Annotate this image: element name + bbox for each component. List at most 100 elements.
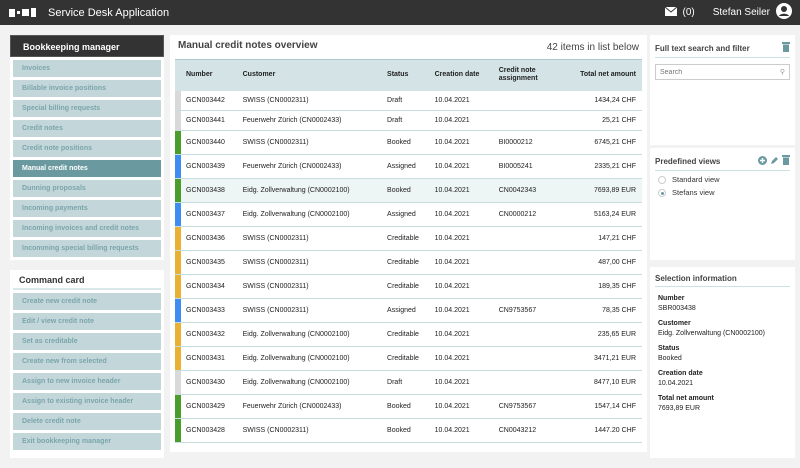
table-cell: Eidg. Zollverwaltung (CN0002100): [237, 370, 383, 395]
table-cell: BI0005241: [493, 154, 556, 179]
table-cell: 10.04.2021: [429, 274, 494, 299]
table-cell: 1547,14 CHF: [555, 394, 642, 419]
column-header[interactable]: Creation date: [429, 59, 494, 91]
table-cell: 10.04.2021: [429, 370, 494, 395]
nav-item[interactable]: Incoming payments: [13, 200, 161, 217]
table-row[interactable]: GCN003441 Feuerwehr Zürich (CN0002433) Dra…: [175, 110, 642, 131]
table-cell: 10.04.2021: [429, 346, 494, 371]
table-row[interactable]: GCN003429 Feuerwehr Zürich (CN0002433) Boo…: [175, 394, 642, 419]
table-row[interactable]: GCN003435 SWISS (CN0002311) Creditable 10.0…: [175, 250, 642, 275]
table-cell: GCN003440: [181, 130, 238, 155]
table-row[interactable]: GCN003436 SWISS (CN0002311) Creditable 10.0…: [175, 226, 642, 251]
views-title: Predefined views: [655, 156, 721, 166]
table-row[interactable]: GCN003438 Eidg. Zollverwaltung (CN0002100…: [175, 178, 642, 203]
command-button[interactable]: Set as creditable: [13, 333, 161, 350]
view-option[interactable]: Standard view: [658, 175, 795, 184]
table-row[interactable]: GCN003440 SWISS (CN0002311) Booked 10.04.20…: [175, 130, 642, 155]
table-cell: Eidg. Zollverwaltung (CN0002100): [237, 346, 383, 371]
column-header[interactable]: Customer: [237, 59, 383, 91]
search-field[interactable]: ⚲: [655, 64, 790, 80]
table-cell: 78,35 CHF: [555, 298, 642, 323]
column-header[interactable]: Number: [181, 59, 238, 91]
table-cell: 487,00 CHF: [555, 250, 642, 275]
table-cell: 6745,21 CHF: [555, 130, 642, 155]
table-cell: Draft: [382, 370, 430, 395]
table-row[interactable]: GCN003430 Eidg. Zollverwaltung (CN0002100…: [175, 370, 642, 395]
user-name[interactable]: Stefan Seiler: [712, 7, 770, 18]
nav-item[interactable]: Incoming invoices and credit notes: [13, 220, 161, 237]
trash-icon[interactable]: [782, 155, 790, 167]
table-cell: CN9753567: [493, 298, 556, 323]
table-cell: 1434,24 CHF: [555, 90, 642, 111]
mail-icon[interactable]: [664, 6, 677, 19]
table-cell: BI0000212: [493, 130, 556, 155]
command-button[interactable]: Exit bookkeeping manager: [13, 433, 161, 450]
nav-item[interactable]: Credit note positions: [13, 140, 161, 157]
command-card: Command card Create new credit note Edit …: [10, 270, 164, 458]
table-cell: Assigned: [382, 298, 430, 323]
user-avatar-icon[interactable]: [776, 3, 792, 22]
mail-count[interactable]: (0): [682, 7, 695, 18]
command-button[interactable]: Assign to existing invoice header: [13, 393, 161, 410]
radio-button[interactable]: [658, 188, 666, 197]
column-header[interactable]: Status: [382, 59, 430, 91]
info-value: 7693,89 EUR: [658, 405, 701, 412]
table-cell: Draft: [382, 90, 430, 111]
table-cell: GCN003441: [181, 110, 238, 131]
radio-button[interactable]: [658, 175, 666, 184]
table-cell: 7693,89 EUR: [555, 178, 642, 203]
table-cell: [493, 370, 556, 395]
column-header[interactable]: Total net amount: [555, 59, 642, 91]
table-cell: GCN003433: [181, 298, 238, 323]
status-color-bar: [175, 250, 181, 275]
table-cell: SWISS (CN0002311): [237, 274, 383, 299]
table-cell: Booked: [382, 418, 430, 443]
trash-icon[interactable]: [782, 42, 790, 54]
table-row[interactable]: GCN003439 Feuerwehr Zürich (CN0002433) Ass…: [175, 154, 642, 179]
edit-icon[interactable]: [770, 156, 779, 167]
table-row[interactable]: GCN003432 Eidg. Zollverwaltung (CN0002100…: [175, 322, 642, 347]
table-row[interactable]: GCN003442 SWISS (CN0002311) Draft 10.04.202…: [175, 90, 642, 111]
page-title: Manual credit notes overview: [178, 40, 318, 51]
nav-item[interactable]: Dunning proposals: [13, 180, 161, 197]
status-color-bar: [175, 90, 181, 111]
command-button[interactable]: Assign to new invoice header: [13, 373, 161, 390]
command-button[interactable]: Create new from selected: [13, 353, 161, 370]
table-cell: 3471,21 EUR: [555, 346, 642, 371]
table-row[interactable]: GCN003428 SWISS (CN0002311) Booked 10.04.20…: [175, 418, 642, 443]
add-icon[interactable]: [758, 155, 767, 167]
table-cell: CN0043212: [493, 418, 556, 443]
nav-item[interactable]: Special billing requests: [13, 100, 161, 117]
table-cell: Booked: [382, 130, 430, 155]
nav-item[interactable]: Incomming special billing requests: [13, 240, 161, 257]
table-cell: 25,21 CHF: [555, 110, 642, 131]
table-cell: [493, 274, 556, 299]
nav-item[interactable]: Manual credit notes: [13, 160, 161, 177]
selection-info-panel: Selection information Number SBR003438 Cus…: [650, 267, 795, 458]
nav-item[interactable]: Credit notes: [13, 120, 161, 137]
table-row[interactable]: GCN003437 Eidg. Zollverwaltung (CN0002100…: [175, 202, 642, 227]
command-button[interactable]: Delete credit note: [13, 413, 161, 430]
column-header[interactable]: Credit note assignment: [493, 59, 556, 91]
table-row[interactable]: GCN003433 SWISS (CN0002311) Assigned 10.04.…: [175, 298, 642, 323]
nav-item[interactable]: Billable invoice positions: [13, 80, 161, 97]
status-color-bar: [175, 178, 181, 203]
predefined-views-panel: Predefined views Standard view Stefans vi…: [650, 148, 795, 260]
table-cell: SWISS (CN0002311): [237, 418, 383, 443]
table-cell: 10.04.2021: [429, 298, 494, 323]
table-row[interactable]: GCN003431 Eidg. Zollverwaltung (CN0002100…: [175, 346, 642, 371]
nav-item[interactable]: Invoices: [13, 60, 161, 77]
table-cell: 10.04.2021: [429, 130, 494, 155]
command-button[interactable]: Create new credit note: [13, 293, 161, 310]
table-cell: Assigned: [382, 202, 430, 227]
table-row[interactable]: GCN003434 SWISS (CN0002311) Creditable 10.0…: [175, 274, 642, 299]
table-cell: [493, 110, 556, 131]
credit-notes-panel: Manual credit notes overview 42 items in…: [170, 35, 647, 452]
view-option-label: Stefans view: [672, 188, 715, 197]
command-button[interactable]: Edit / view credit note: [13, 313, 161, 330]
view-option[interactable]: Stefans view: [658, 188, 795, 197]
search-icon[interactable]: ⚲: [779, 69, 785, 76]
search-input[interactable]: [660, 68, 780, 76]
table-cell: GCN003438: [181, 178, 238, 203]
table-cell: Eidg. Zollverwaltung (CN0002100): [237, 322, 383, 347]
